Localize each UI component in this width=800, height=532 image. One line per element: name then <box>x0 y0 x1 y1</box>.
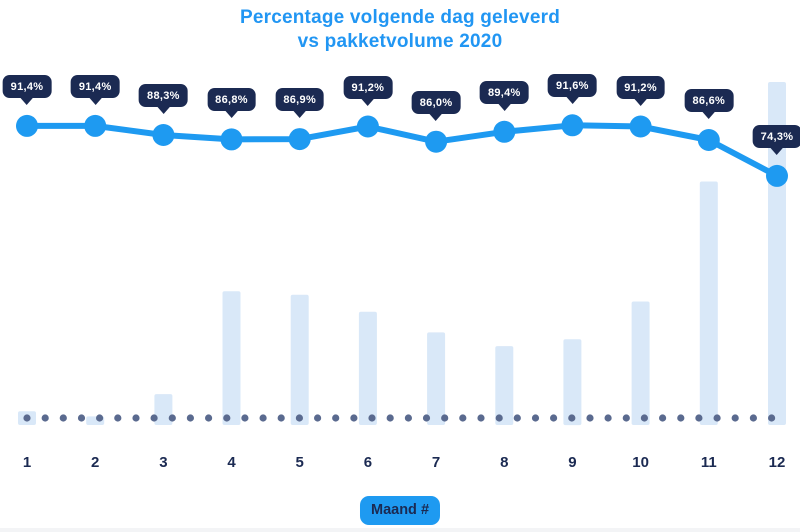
baseline-dot <box>277 414 285 422</box>
chart-title: Percentage volgende dag geleverd vs pakk… <box>0 6 800 54</box>
value-badge-month-12: 74,3% <box>752 124 800 155</box>
line-point-month-4 <box>220 128 243 151</box>
x-axis-ticks: 1 2 3 4 5 6 7 8 9 10 11 12 <box>0 454 800 478</box>
baseline-dot <box>477 414 485 422</box>
baseline-dot <box>422 414 431 422</box>
baseline-dot <box>713 414 721 422</box>
line-point-month-7 <box>425 130 448 153</box>
baseline-dot <box>659 414 667 422</box>
baseline-dot <box>350 414 358 422</box>
x-tick-8: 8 <box>500 454 509 471</box>
x-tick-7: 7 <box>431 454 441 471</box>
volume-bar-month-7 <box>427 332 446 425</box>
x-tick-11: 11 <box>700 454 717 471</box>
line-point-month-8 <box>493 120 516 143</box>
value-badge-month-4: 86,8% <box>207 88 256 119</box>
window-bottom-edge <box>0 528 800 532</box>
volume-bar-month-3 <box>154 394 173 425</box>
baseline-dot <box>59 414 67 422</box>
value-badge-month-2: 91,4% <box>70 74 120 105</box>
baseline-dot <box>386 414 394 422</box>
value-badge-month-8: 89,4% <box>479 80 529 111</box>
value-badge-month-10: 91,2% <box>616 75 665 106</box>
baseline-dot <box>241 414 249 422</box>
value-badge-month-11: 86,6% <box>684 89 734 119</box>
baseline-dot <box>768 414 776 422</box>
baseline-dot <box>622 414 630 422</box>
baseline-dot <box>531 414 540 422</box>
baseline-dot <box>314 414 322 422</box>
baseline-dot <box>513 414 521 422</box>
x-tick-3: 3 <box>159 454 168 471</box>
volume-bar-month-10 <box>631 301 650 425</box>
volume-bar-month-8 <box>495 346 514 425</box>
baseline-dot <box>586 414 594 422</box>
value-badge-month-3: 88,3% <box>139 84 188 114</box>
baseline-dot <box>404 414 412 422</box>
x-tick-5: 5 <box>295 454 304 471</box>
baseline-dot <box>368 414 376 422</box>
baseline-dot <box>23 414 31 422</box>
x-axis-label-badge: Maand # <box>359 496 441 525</box>
baseline-dot <box>96 414 104 422</box>
baseline-dot <box>677 414 685 422</box>
x-tick-4: 4 <box>227 454 236 471</box>
value-badge-month-1: 91,4% <box>2 74 52 105</box>
chart-title-line2: vs pakketvolume 2020 <box>297 31 503 52</box>
baseline-dot <box>568 414 576 422</box>
baseline-dot <box>459 414 467 422</box>
volume-bar-month-9 <box>563 339 582 426</box>
baseline-dot <box>150 414 158 422</box>
volume-bar-month-5 <box>290 294 309 425</box>
line-point-month-2 <box>84 114 107 137</box>
value-badge-month-6: 91,2% <box>343 75 393 106</box>
line-point-month-3 <box>152 124 175 146</box>
baseline-dot <box>205 414 213 422</box>
line-point-month-10 <box>629 115 652 138</box>
baseline-dot <box>695 414 703 422</box>
x-tick-9: 9 <box>568 454 577 471</box>
line-point-month-12 <box>766 164 788 187</box>
value-badge-month-5: 86,9% <box>275 88 325 119</box>
baseline-dot <box>332 414 340 422</box>
line-point-month-9 <box>561 114 584 137</box>
volume-bar-month-11 <box>699 181 718 425</box>
chart-title-line1: Percentage volgende dag geleverd <box>239 7 560 28</box>
line-point-month-1 <box>16 114 38 137</box>
x-tick-2: 2 <box>91 454 100 471</box>
value-badge-month-9: 91,6% <box>548 74 597 105</box>
value-badge-month-7: 86,0% <box>411 90 461 121</box>
baseline-dot <box>550 414 558 422</box>
baseline-dot <box>259 414 267 422</box>
baseline-dot <box>132 414 140 422</box>
baseline-dot <box>114 414 122 422</box>
volume-bar-month-4 <box>222 291 241 425</box>
baseline-dot <box>495 414 503 422</box>
x-tick-12: 12 <box>768 454 786 471</box>
baseline-dot <box>604 414 612 422</box>
baseline-dot <box>77 414 86 422</box>
baseline-dot <box>640 414 649 422</box>
baseline-dot <box>186 414 194 422</box>
line-point-month-5 <box>288 128 311 151</box>
percentage-line <box>24 122 780 179</box>
baseline-dot <box>749 414 758 422</box>
volume-bar-month-6 <box>358 311 377 425</box>
line-point-month-6 <box>356 115 379 138</box>
line-point-month-11 <box>697 129 720 151</box>
baseline-dot <box>41 414 49 422</box>
baseline-dot <box>295 414 303 422</box>
x-tick-6: 6 <box>363 454 373 471</box>
baseline-dot <box>223 414 231 422</box>
baseline-dot <box>731 414 739 422</box>
x-tick-10: 10 <box>632 454 649 471</box>
baseline-dot <box>441 414 449 422</box>
baseline-dot <box>168 414 176 422</box>
x-tick-1: 1 <box>22 454 32 471</box>
